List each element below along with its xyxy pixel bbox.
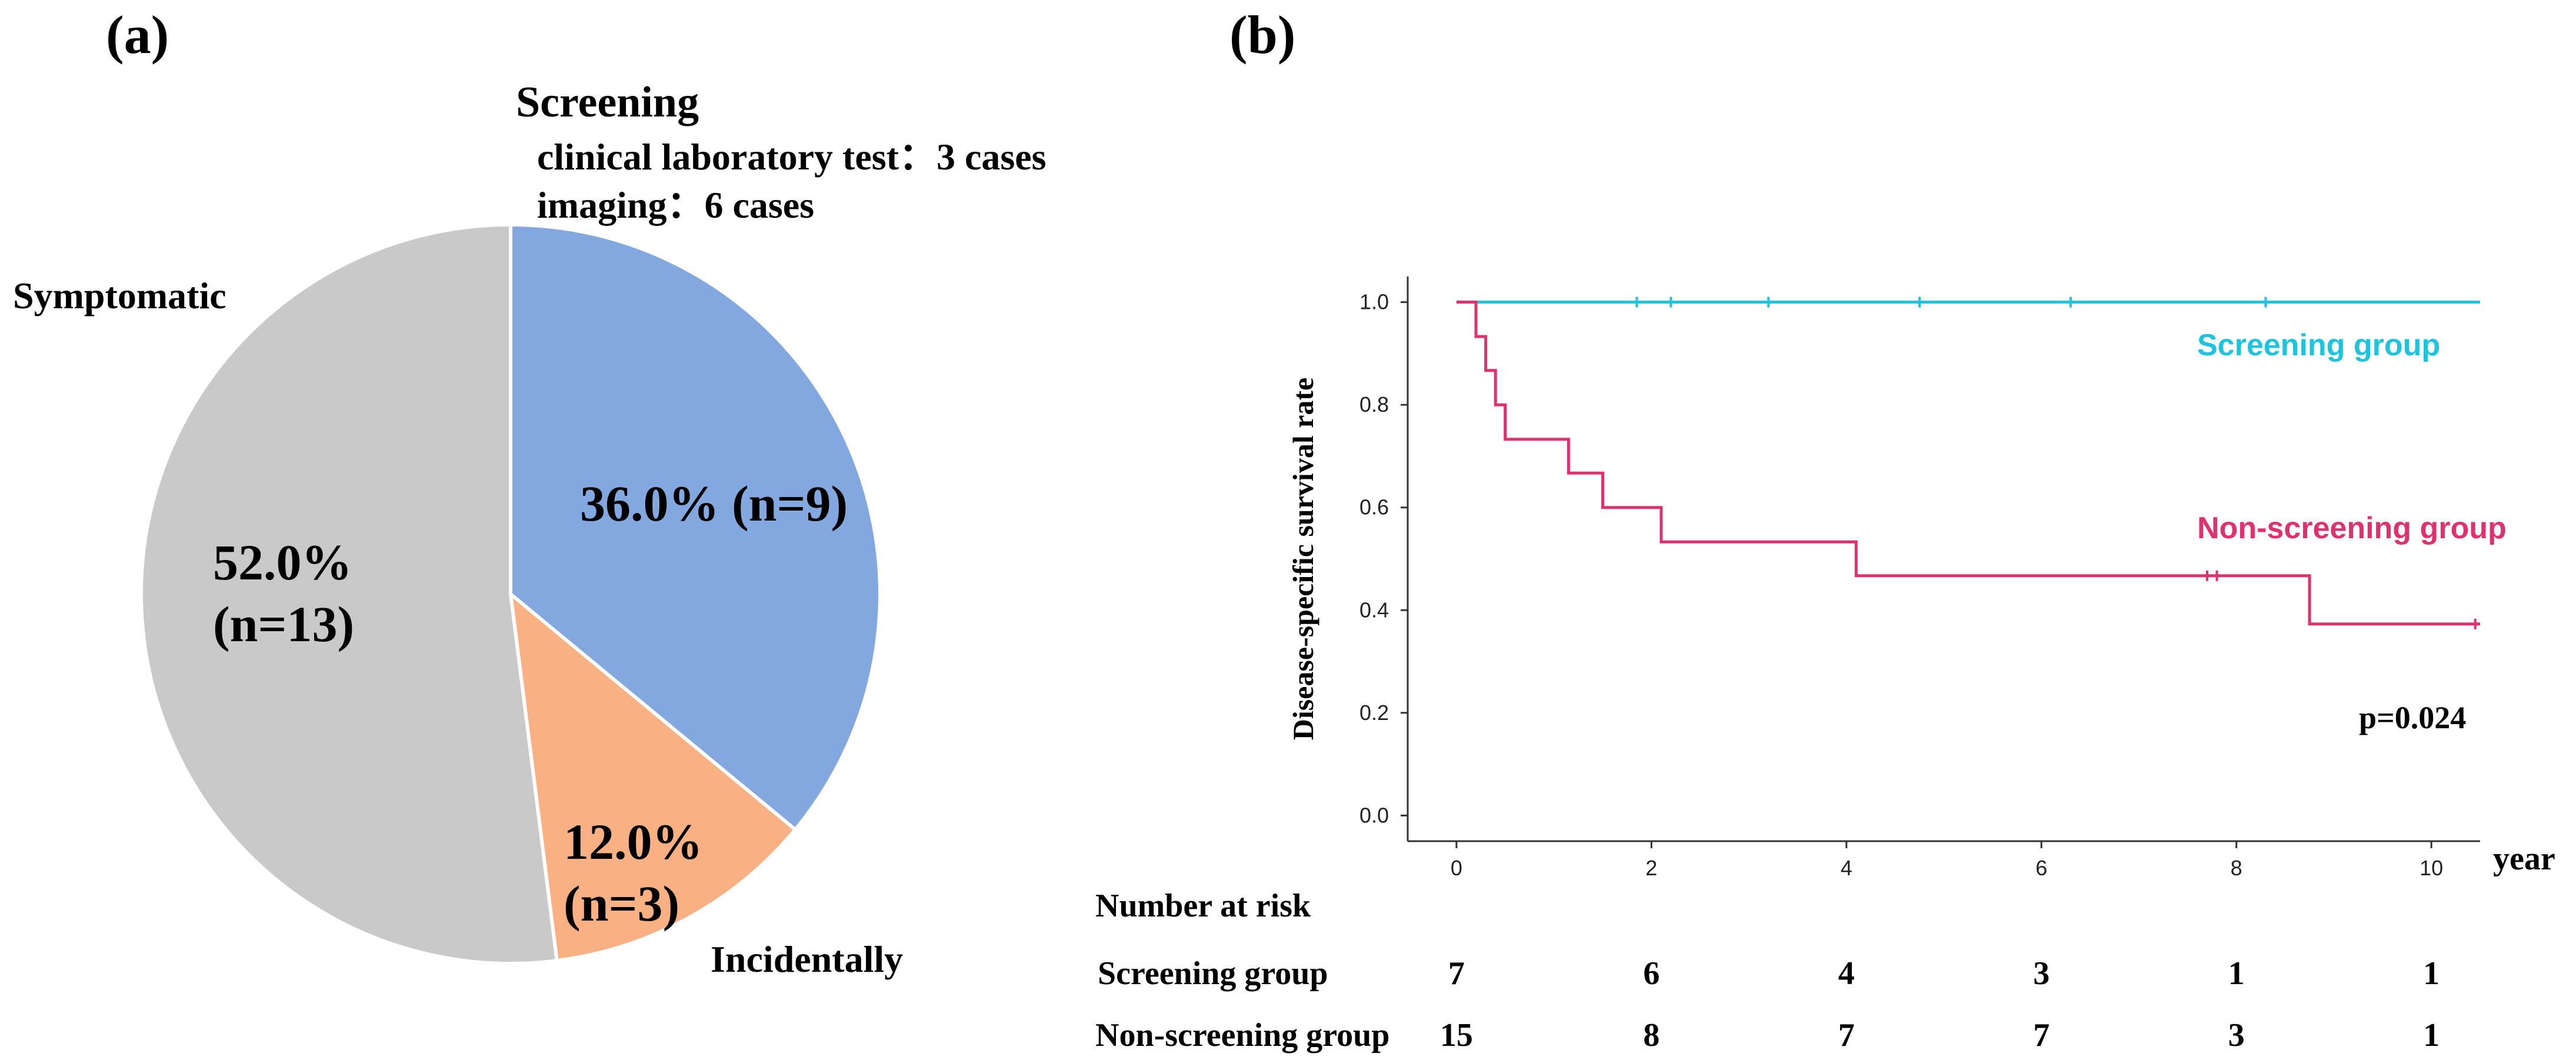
risk-table-value: 7 [1448,955,1465,992]
symptomatic-annotation: Symptomatic [13,275,226,316]
x-axis-ticks: 0 2 4 6 8 10 [1451,841,2443,880]
x-tick-label: 8 [2231,856,2242,880]
legend-non-screening-group: Non-screening group [2197,511,2507,545]
legend-screening-group: Screening group [2197,328,2440,362]
slice-label-incidentally-n: (n=3) [564,875,679,932]
x-tick-label: 0 [1451,856,1462,880]
risk-table-value: 7 [1838,1017,1855,1054]
panel-b-survival-chart: (b) 0.0 0.2 0.4 0.6 0.8 1.0 0 2 4 6 8 10 Disease-s… [1095,5,2555,1054]
p-value-annotation: p=0.024 [2359,700,2466,735]
y-tick-label: 0.4 [1359,598,1389,622]
screening-annotation-lab-test: clinical laboratory test：3 cases [537,136,1047,178]
slice-label-symptomatic-n: (n=13) [213,596,354,652]
y-tick-label: 0.2 [1359,701,1389,725]
risk-table-value: 7 [2033,1017,2050,1054]
y-tick-label: 0.6 [1359,495,1389,519]
panel-a-pie-chart: (a) Screening clinical laboratory test：3… [13,5,1047,980]
slice-label-symptomatic-pct: 52.0% [213,534,352,591]
x-tick-label: 10 [2420,856,2443,880]
y-axis-title: Disease-specific survival rate [1287,378,1319,741]
pie-slices [139,222,882,965]
x-axis-title: year [2493,841,2555,877]
incidentally-annotation: Incidentally [711,938,903,980]
risk-table-value: 15 [1440,1017,1473,1054]
risk-table-row-label-screening: Screening group [1098,955,1328,992]
risk-table-value: 1 [2423,1017,2440,1054]
x-tick-label: 2 [1645,856,1657,880]
km-curve-non-screening [1456,301,2480,626]
km-series-group [1456,296,2480,629]
panel-b-label: (b) [1229,5,1295,65]
risk-table-value: 4 [1838,955,1855,992]
pie-slice-incidentally [508,589,798,963]
screening-annotation-imaging: imaging：6 cases [537,184,814,226]
risk-table-value: 3 [2228,1017,2245,1054]
pie-slice-symptomatic [139,222,559,965]
slice-label-screening: 36.0% (n=9) [580,475,848,532]
x-tick-label: 4 [1841,856,1852,880]
risk-table-value: 8 [1643,1017,1659,1054]
y-axis-ticks: 0.0 0.2 0.4 0.6 0.8 1.0 [1359,290,1408,827]
y-tick-label: 0.8 [1359,392,1389,416]
risk-table-value: 3 [2033,955,2050,992]
risk-table-row-label-non-screening: Non-screening group [1095,1017,1389,1054]
risk-table-value: 6 [1643,955,1659,992]
risk-table-value: 1 [2228,955,2245,992]
y-tick-label: 1.0 [1359,290,1389,314]
risk-table-title: Number at risk [1095,888,1311,924]
panel-a-label: (a) [106,5,169,65]
screening-annotation-title: Screening [516,78,699,126]
slice-label-incidentally-pct: 12.0% [564,814,703,870]
y-tick-label: 0.0 [1359,803,1389,827]
pie-slice-screening [509,222,882,832]
x-tick-label: 6 [2035,856,2047,880]
risk-table-value: 1 [2423,955,2440,992]
risk-table-values: 7 6 4 3 1 1 15 8 7 7 3 1 [1440,955,2440,1054]
